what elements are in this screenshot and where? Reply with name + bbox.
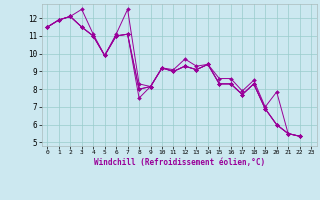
X-axis label: Windchill (Refroidissement éolien,°C): Windchill (Refroidissement éolien,°C) (94, 158, 265, 167)
